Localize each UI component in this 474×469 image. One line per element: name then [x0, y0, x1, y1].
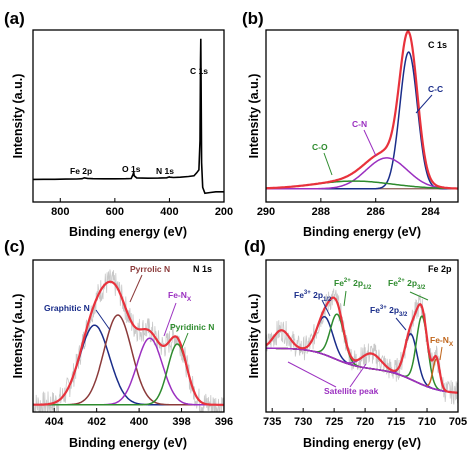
panel-a-label: (a) [4, 9, 25, 28]
panel-b-frame [265, 29, 459, 203]
x-tick-label: 400 [160, 206, 178, 218]
envelope-fit-line [33, 280, 224, 406]
panel-d-pointer-fe2-2p12 [343, 290, 347, 307]
x-tick-label: 715 [387, 416, 405, 428]
panel-a-frame [32, 29, 225, 203]
x-tick-label: 720 [356, 416, 374, 428]
panel-c: (c) 404 402 400 398 396 Binding energy (eV) … [4, 237, 233, 450]
panel-d-title: Fe 2p [428, 264, 452, 274]
x-tick-label: 800 [51, 206, 69, 218]
panel-b-pointer-cc [415, 94, 433, 114]
x-tick-label: 730 [294, 416, 312, 428]
panel-a-plot-area [33, 38, 224, 195]
panel-c-annotation-pyrrolic: Pyrrolic N [130, 264, 170, 274]
panel-c-annotation-graphitic: Graphitic N [44, 303, 90, 313]
panel-c-annotation-pyridinic: Pyridinic N [170, 322, 214, 332]
panel-b-pointer-cn [363, 129, 377, 157]
x-tick-label: 286 [367, 206, 385, 218]
panel-d-pointer-satellite-2 [349, 363, 367, 388]
panel-c-x-axis-label: Binding energy (eV) [69, 436, 187, 450]
panel-b-plot-area [266, 30, 458, 190]
x-tick-label: 398 [172, 416, 190, 428]
survey-spectrum-line [33, 38, 224, 195]
x-tick-label: 705 [449, 416, 467, 428]
panel-c-x-ticks: 404 402 400 398 396 [45, 408, 233, 428]
panel-d-pointer-fe3-2p12 [321, 299, 331, 317]
raw-data-line [266, 288, 458, 405]
panel-d-pointer-fe3-2p32 [395, 317, 407, 331]
x-tick-label: 288 [312, 206, 330, 218]
panel-d-annotation-fe2-2p12: Fe2+ 2p1/2 [334, 278, 372, 291]
x-tick-label: 200 [215, 206, 233, 218]
component-c-n-line [266, 157, 458, 190]
panel-a-x-axis-label: Binding energy (eV) [69, 225, 187, 239]
panel-d-annotation-satellite: Satellite peak [324, 386, 379, 396]
panel-b-annotation-cn: C-N [352, 119, 367, 129]
panel-b: (b) 290 288 286 284 Binding energy (eV) Int… [242, 9, 459, 239]
panel-d-pointer-fe2-2p32 [409, 291, 429, 301]
panel-b-annotation-cc: C-C [428, 84, 443, 94]
panel-d: (d) 735 730 725 720 715 710 705 Binding energy… [244, 237, 467, 450]
panel-c-pointer-pyridinic [181, 332, 189, 349]
x-tick-label: 710 [418, 416, 436, 428]
panel-c-annotation-fenx: Fe-NX [168, 290, 192, 303]
panel-a: (a) 800 600 400 200 Binding energy (eV) Int… [4, 9, 233, 239]
panel-b-pointer-co [323, 152, 333, 176]
panel-d-annotation-fe3-2p12: Fe3+ 2p1/2 [294, 290, 332, 303]
panel-a-annotation-c1s: C 1s [190, 66, 208, 76]
panel-b-title: C 1s [428, 40, 447, 50]
panel-d-x-axis-label: Binding energy (eV) [303, 436, 421, 450]
panel-c-pointer-fenx [163, 302, 177, 337]
panel-a-annotation-n1s: N 1s [156, 166, 174, 176]
x-tick-label: 725 [325, 416, 343, 428]
panel-d-annotation-fenx: Fe-NX [430, 335, 454, 348]
panel-c-title: N 1s [193, 264, 212, 274]
envelope-fit-line [266, 30, 458, 190]
panel-d-annotation-fe3-2p32: Fe3+ 2p3/2 [370, 305, 408, 318]
panel-d-plot-area [266, 288, 458, 405]
panel-b-label: (b) [242, 9, 264, 28]
x-tick-label: 600 [106, 206, 124, 218]
panel-d-y-axis-label: Intensity (a.u.) [247, 294, 261, 379]
panel-d-annotation-fe2-2p32: Fe2+ 2p3/2 [388, 278, 426, 291]
panel-d-frame [265, 259, 459, 413]
x-tick-label: 396 [215, 416, 233, 428]
panel-a-annotation-fe2p: Fe 2p [70, 166, 92, 176]
panel-d-x-ticks: 735 730 725 720 715 710 705 [263, 408, 467, 428]
panel-b-x-axis-label: Binding energy (eV) [303, 225, 421, 239]
panel-c-pointer-graphitic [95, 309, 111, 331]
panel-a-y-axis-label: Intensity (a.u.) [11, 74, 25, 159]
panel-d-label: (d) [244, 237, 266, 256]
envelope-fit-line [266, 296, 458, 394]
x-tick-label: 404 [45, 416, 64, 428]
panel-c-pointer-pyrrolic [129, 274, 143, 303]
x-tick-label: 402 [87, 416, 105, 428]
panel-b-annotation-co: C-O [312, 142, 328, 152]
panel-b-y-axis-label: Intensity (a.u.) [247, 74, 261, 159]
panel-b-x-ticks: 290 288 286 284 [257, 198, 441, 218]
panel-d-pointer-fenx [439, 346, 443, 361]
raw-data-line [33, 269, 224, 412]
x-tick-label: 284 [421, 206, 440, 218]
x-tick-label: 290 [257, 206, 275, 218]
panel-c-frame [32, 259, 225, 413]
panel-c-plot-area [33, 269, 224, 412]
panel-c-label: (c) [4, 237, 25, 256]
panel-c-y-axis-label: Intensity (a.u.) [11, 294, 25, 379]
x-tick-label: 400 [130, 416, 148, 428]
panel-a-x-ticks: 800 600 400 200 [51, 198, 233, 218]
panel-a-annotation-o1s: O 1s [122, 164, 141, 174]
x-tick-label: 735 [263, 416, 281, 428]
panel-d-pointer-satellite-1 [287, 361, 337, 388]
